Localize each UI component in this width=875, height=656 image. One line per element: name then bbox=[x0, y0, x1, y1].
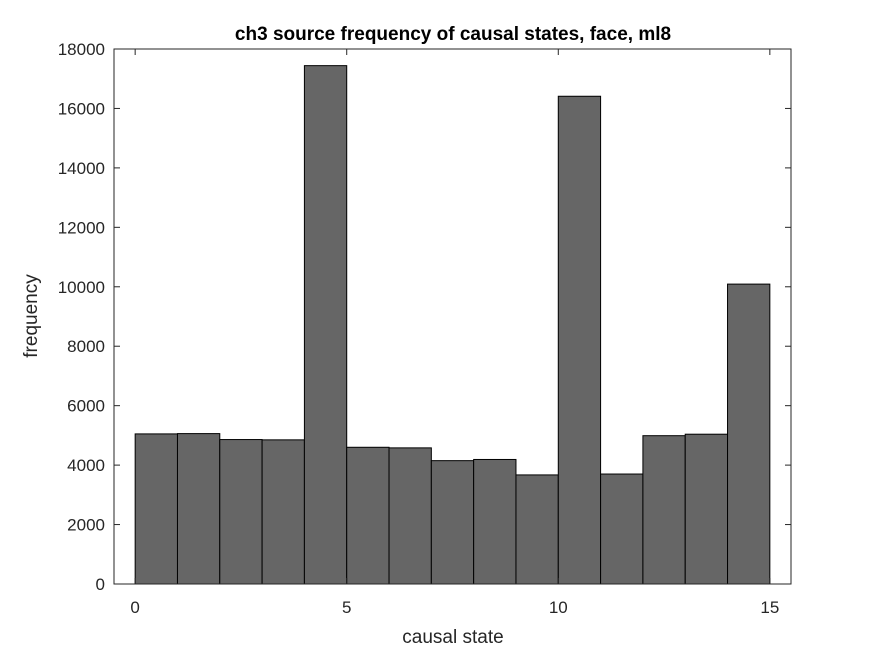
x-axis-label: causal state bbox=[402, 627, 503, 648]
plot-area-frame bbox=[113, 48, 792, 585]
chart-title: ch3 source frequency of causal states, f… bbox=[235, 24, 671, 45]
histogram-bar bbox=[261, 439, 305, 585]
y-tick-label: 0 bbox=[96, 575, 105, 594]
histogram-bar bbox=[684, 433, 729, 585]
y-tick-label: 12000 bbox=[58, 218, 105, 237]
histogram-bar bbox=[219, 439, 263, 585]
histogram-bar bbox=[557, 95, 602, 585]
histogram-bar bbox=[642, 435, 686, 585]
histogram-bar bbox=[600, 473, 644, 585]
x-tick-label: 5 bbox=[342, 598, 351, 617]
y-tick-label: 2000 bbox=[67, 516, 105, 535]
x-tick-label: 0 bbox=[130, 598, 139, 617]
histogram-bar bbox=[176, 433, 221, 585]
histogram-bar bbox=[727, 283, 771, 585]
histogram-bar bbox=[388, 447, 432, 585]
y-tick-label: 8000 bbox=[67, 337, 105, 356]
histogram-bar bbox=[515, 474, 559, 585]
y-tick-label: 4000 bbox=[67, 456, 105, 475]
x-tick-label: 15 bbox=[760, 598, 779, 617]
histogram-bar bbox=[346, 446, 390, 585]
y-tick-label: 16000 bbox=[58, 99, 105, 118]
histogram-bar bbox=[430, 460, 475, 585]
bars-group bbox=[134, 65, 771, 585]
x-axis: 0 5 10 15 bbox=[130, 49, 779, 617]
x-tick-label: 10 bbox=[549, 598, 568, 617]
y-tick-label: 18000 bbox=[58, 40, 105, 59]
y-tick-label: 10000 bbox=[58, 278, 105, 297]
y-axis: 0 2000 4000 6000 8000 10000 12000 14000 16000 180… bbox=[58, 40, 791, 594]
y-axis-label: frequency bbox=[21, 274, 42, 358]
y-tick-label: 6000 bbox=[67, 397, 105, 416]
histogram-bar bbox=[134, 433, 178, 585]
y-tick-label: 14000 bbox=[58, 159, 105, 178]
histogram-bar bbox=[303, 65, 348, 585]
histogram-bar bbox=[473, 458, 517, 585]
